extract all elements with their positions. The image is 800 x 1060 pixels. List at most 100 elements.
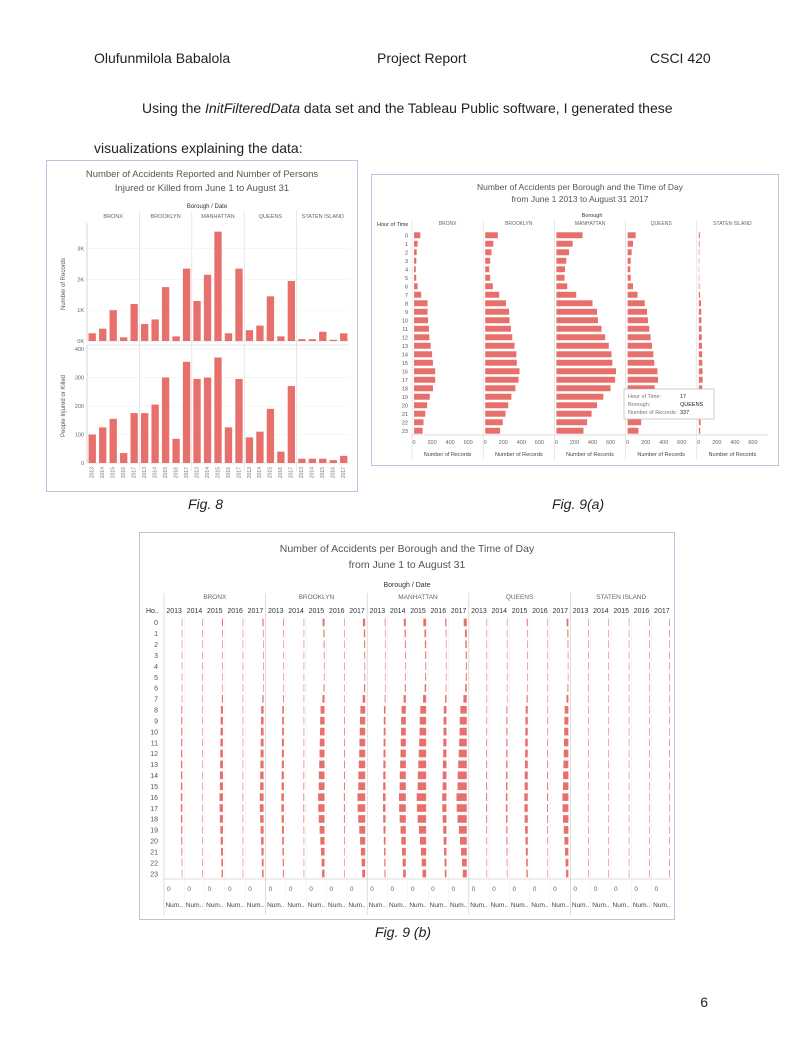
chart-title: Number of Accidents per Borough and the … (280, 543, 535, 555)
bar (698, 351, 703, 358)
bar (180, 815, 183, 823)
bar (628, 847, 630, 856)
x-axis-label: Num.. (552, 902, 570, 909)
bar (242, 651, 244, 660)
bar (698, 334, 702, 341)
bar (556, 334, 606, 341)
x-tick-label: 400 (659, 440, 668, 446)
bar (220, 760, 223, 769)
figure-9a: Number of Accidents per Borough and the … (371, 174, 779, 466)
bar (627, 291, 638, 298)
x-axis-label: Num.. (470, 902, 488, 909)
bar (281, 749, 284, 758)
x-tick-label: 2013 (90, 467, 96, 478)
bar (242, 793, 244, 801)
x-axis-label: Num.. (206, 902, 224, 909)
borough-label: STATEN ISLAND (596, 594, 646, 601)
x-tick-label: 0 (614, 886, 618, 893)
bar (506, 760, 508, 769)
bar (457, 771, 467, 780)
bar (525, 749, 528, 758)
bar (343, 815, 345, 823)
bar (181, 705, 183, 714)
bar (222, 673, 223, 681)
hour-label: 2 (405, 250, 408, 256)
year-label: 2016 (227, 608, 243, 615)
bar (444, 858, 447, 867)
bar (321, 858, 325, 867)
x-tick-label: 200 (570, 440, 579, 446)
bar (318, 804, 325, 812)
bar (485, 334, 513, 341)
bar (361, 858, 366, 867)
x-tick-label: 0 (573, 886, 577, 893)
bar (669, 869, 670, 878)
hour-label: 0 (154, 620, 158, 627)
hour-label: 18 (402, 386, 408, 392)
hour-label: 10 (402, 318, 408, 324)
bar (556, 325, 602, 332)
bar (608, 836, 610, 845)
hour-label: 1 (154, 631, 158, 638)
bar (419, 836, 427, 845)
bar (303, 705, 305, 714)
x-axis-label: Num.. (247, 902, 265, 909)
bar (649, 651, 650, 660)
bar (319, 458, 327, 463)
tooltip-box (623, 388, 715, 420)
bar (405, 673, 406, 681)
bar (422, 869, 427, 878)
bar (344, 727, 345, 736)
bar (303, 771, 305, 780)
bar (320, 847, 325, 856)
bar (628, 651, 630, 660)
x-tick-label: 400 (730, 440, 739, 446)
bar (303, 629, 305, 638)
header-title: Project Report (377, 50, 467, 66)
bar (344, 858, 345, 867)
bar (698, 427, 701, 434)
bar (608, 662, 610, 670)
bar (282, 836, 284, 845)
bar (649, 629, 650, 638)
bar (463, 618, 467, 627)
bar (525, 705, 528, 714)
bar (608, 673, 610, 681)
bar (547, 826, 549, 834)
bar (400, 760, 406, 769)
bar (649, 618, 650, 627)
bar (459, 716, 467, 725)
year-label: 2014 (593, 608, 609, 615)
bar (547, 847, 549, 856)
bar (486, 782, 488, 791)
bar (506, 662, 508, 670)
bar (359, 826, 366, 834)
header-course: CSCI 420 (650, 50, 711, 66)
bar (627, 351, 654, 358)
bar (219, 782, 223, 791)
bar (627, 257, 631, 264)
bar (202, 869, 203, 878)
bar (242, 716, 244, 725)
x-tick-label: 2014 (152, 467, 158, 478)
year-label: 2013 (370, 608, 386, 615)
tooltip-value: QUEENS (680, 402, 704, 408)
bar (344, 629, 345, 638)
y-tick-label: 100 (75, 433, 84, 439)
bar (525, 727, 528, 736)
bar (669, 716, 670, 725)
bar (203, 377, 212, 463)
bar (382, 804, 386, 812)
year-label: 2013 (166, 608, 182, 615)
bar (669, 618, 670, 627)
hour-label: 16 (402, 369, 408, 375)
bar (414, 368, 436, 375)
hour-label: 19 (402, 395, 408, 401)
bar (242, 836, 244, 845)
bar (608, 782, 610, 791)
bar (465, 640, 467, 649)
bar (525, 847, 528, 856)
bar (485, 283, 493, 290)
row-header: Hour of Time (377, 222, 408, 228)
bar (588, 793, 589, 801)
